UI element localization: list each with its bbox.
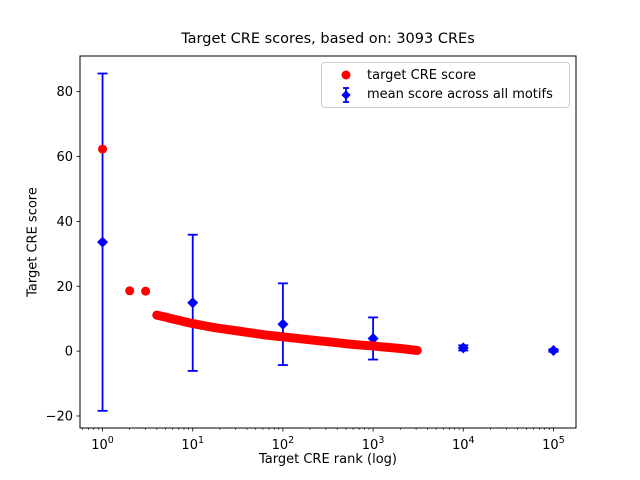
- x-tick-label: 101: [181, 435, 204, 453]
- legend-label-mean-score: mean score across all motifs: [367, 87, 553, 102]
- mean-score-point: [277, 318, 289, 330]
- y-tick-label: 20: [56, 280, 73, 295]
- mean-score-point: [97, 236, 109, 248]
- series-mean-score: [97, 72, 559, 412]
- legend: target CRE score mean score across all m…: [321, 62, 570, 108]
- y-axis-label: Target CRE score: [25, 187, 41, 297]
- y-tick-label: 40: [56, 215, 73, 230]
- y-tick-label: 80: [56, 85, 73, 100]
- x-tick-label: 102: [272, 435, 295, 453]
- legend-item-mean-score: mean score across all motifs: [334, 86, 563, 104]
- target-score-band: [152, 310, 422, 355]
- plot-frame: [79, 55, 577, 429]
- chart-title: Target CRE scores, based on: 3093 CREs: [181, 31, 475, 47]
- target-score-point: [125, 286, 135, 296]
- x-tick-label: 105: [542, 435, 565, 453]
- axes: 100 101 102 103 104 105 −20 0 20 40 60 80: [46, 85, 565, 453]
- target-score-point: [98, 144, 108, 154]
- mean-score-point: [547, 344, 559, 356]
- x-tick-label: 104: [452, 435, 475, 453]
- x-axis-label: Target CRE rank (log): [259, 452, 397, 467]
- legend-label-target-score: target CRE score: [367, 67, 477, 83]
- y-tick-label: −20: [46, 410, 73, 425]
- blue-diamond-errorbar-marker-icon: [341, 86, 351, 103]
- series-target-score: [98, 144, 422, 355]
- mean-score-point: [187, 297, 199, 309]
- x-tick-label: 100: [91, 435, 114, 453]
- y-tick-label: 0: [65, 345, 73, 360]
- y-tick-label: 60: [56, 150, 73, 165]
- target-score-point: [141, 286, 151, 296]
- red-circle-marker-icon: [341, 70, 351, 80]
- legend-item-target-score: target CRE score: [334, 67, 563, 84]
- x-tick-label: 103: [362, 435, 385, 453]
- mean-score-point: [457, 342, 469, 354]
